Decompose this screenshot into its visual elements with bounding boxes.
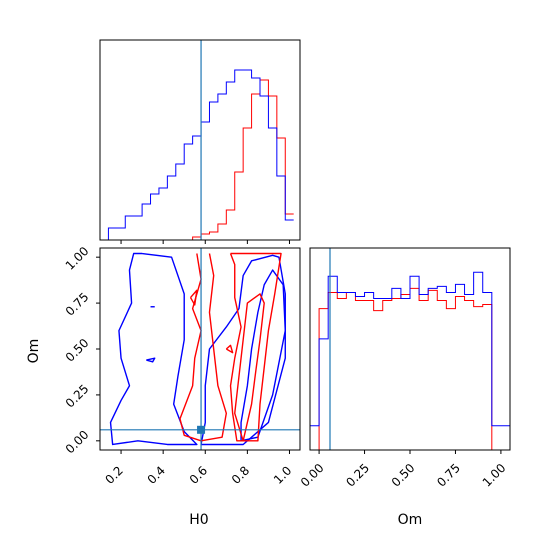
H0-marginal-frame bbox=[99, 39, 301, 241]
Om-marginal-xtick-label: 0.00 bbox=[298, 461, 327, 490]
x-axis-label-om: Om bbox=[398, 512, 423, 528]
H0-Om-2d-ytick-label: 0.00 bbox=[63, 428, 92, 457]
H0-Om-2d-xtick-label: 0.8 bbox=[229, 463, 252, 486]
H0-Om-2d-ytick-label: 1.00 bbox=[63, 244, 92, 273]
contour-blue-island bbox=[146, 357, 156, 363]
Om-marginal-xtick-label: 0.50 bbox=[389, 461, 418, 490]
x-axis-label-h0: H0 bbox=[189, 512, 208, 528]
H0-Om-2d-xtick-label: 0.4 bbox=[145, 463, 168, 486]
histogram-blue-series bbox=[100, 69, 294, 241]
contour-red-outer-left bbox=[179, 253, 228, 442]
contour-blue-inner bbox=[240, 269, 286, 442]
H0-Om-2d-xtick-label: 0.2 bbox=[103, 463, 126, 486]
h0-marginal-panel bbox=[99, 39, 301, 244]
contour-blue-outer-right bbox=[200, 254, 286, 446]
contour-red-inner bbox=[234, 293, 265, 442]
contour-red-island bbox=[225, 344, 234, 354]
contour-blue-outer bbox=[109, 252, 198, 446]
histogram-red-series bbox=[310, 287, 510, 451]
contour-red-island bbox=[189, 289, 198, 306]
y-axis-label-om: Om bbox=[26, 339, 42, 364]
Om-marginal-xtick-label: 0.25 bbox=[343, 461, 372, 490]
H0-Om-2d-ytick-label: 0.75 bbox=[63, 290, 92, 319]
Om-marginal-xtick-label: 0.75 bbox=[434, 461, 463, 490]
H0-Om-2d-xtick-label: 1.0 bbox=[271, 463, 294, 486]
truth-marker bbox=[197, 425, 206, 434]
Om-marginal-xtick-label: 1.00 bbox=[480, 461, 509, 490]
H0-Om-2d-ytick-label: 0.50 bbox=[63, 336, 92, 365]
H0-Om-2d-xtick-label: 0.6 bbox=[187, 463, 210, 486]
histogram-blue-series bbox=[310, 271, 510, 427]
h0-om-contour-panel: 0.2 0.4 0.6 0.8 1.0 0.00 0.25 0.50 0.75 1.00 bbox=[63, 244, 301, 487]
H0-Om-2d-ytick-label: 0.25 bbox=[63, 382, 92, 411]
om-marginal-panel: 0.00 0.25 0.50 0.75 1.00 bbox=[298, 247, 511, 490]
contour-red-outer bbox=[229, 252, 282, 442]
